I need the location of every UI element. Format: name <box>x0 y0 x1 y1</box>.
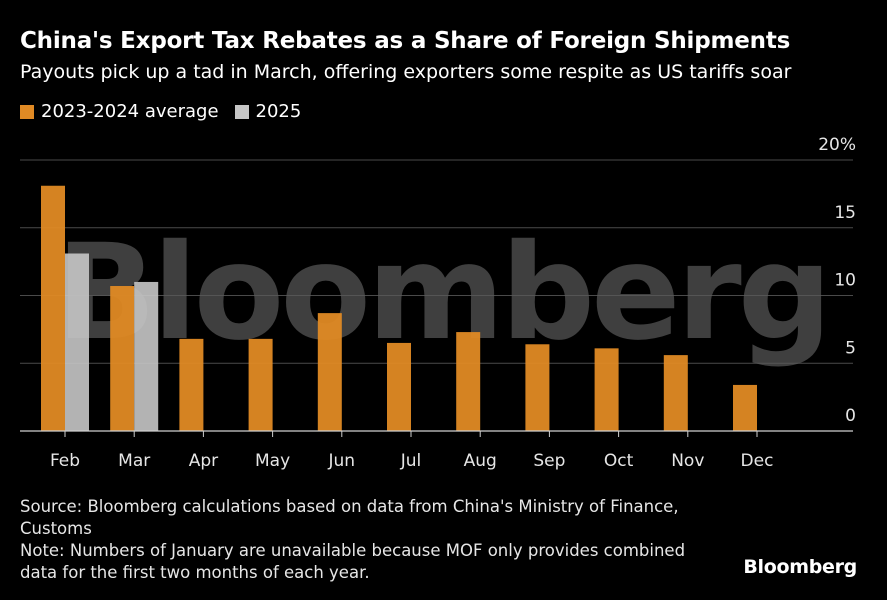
chart-legend: 2023-2024 average 2025 <box>20 101 317 122</box>
legend-label-average: 2023-2024 average <box>41 101 219 122</box>
bar-average-apr <box>179 338 204 431</box>
bar-average-oct <box>594 348 619 431</box>
x-tick-label: Nov <box>671 451 704 471</box>
y-tick-label: 15 <box>834 203 856 223</box>
x-tick-label: Aug <box>464 451 497 471</box>
bar-chart: Bloomberg 0 5 10 15 20% Feb Mar Apr May Jun Jul Aug… <box>20 135 856 471</box>
x-tick-label: Apr <box>189 451 218 471</box>
bar-average-mar <box>110 286 135 431</box>
source-note: Source: Bloomberg calculations based on … <box>20 497 679 538</box>
watermark-logo: Bloomberg <box>56 216 828 370</box>
y-tick-label: 20% <box>818 135 856 155</box>
bar-average-nov <box>663 355 688 431</box>
x-tick-label: May <box>255 451 290 471</box>
methodology-note: Note: Numbers of January are unavailable… <box>20 541 686 582</box>
bar-average-aug <box>456 332 481 431</box>
legend-swatch-average <box>20 104 34 119</box>
bar-2025-mar <box>134 281 159 431</box>
legend-item-2025: 2025 <box>234 101 302 122</box>
x-tick-label: Sep <box>533 451 565 471</box>
y-tick-label: 5 <box>845 338 856 358</box>
legend-swatch-2025 <box>234 104 249 119</box>
x-tick-label: Jul <box>400 451 422 471</box>
bar-average-may <box>248 338 273 431</box>
bar-average-feb <box>41 185 65 431</box>
y-tick-label: 0 <box>845 406 856 426</box>
x-tick-label: Dec <box>741 451 774 471</box>
bar-average-sep <box>525 344 550 431</box>
bar-average-jun <box>317 313 342 431</box>
bar-2025-feb <box>65 253 89 431</box>
bar-average-dec <box>733 384 757 431</box>
legend-label-2025: 2025 <box>255 101 302 122</box>
chart-title: China's Export Tax Rebates as a Share of… <box>20 28 791 54</box>
x-tick-label: Oct <box>604 451 634 471</box>
bloomberg-logo: Bloomberg <box>743 556 857 578</box>
legend-item-average: 2023-2024 average <box>20 101 219 122</box>
x-tick-label: Jun <box>328 451 356 471</box>
chart-footer: Source: Bloomberg calculations based on … <box>20 496 710 584</box>
chart-subtitle: Payouts pick up a tad in March, offering… <box>20 61 792 83</box>
x-tick-label: Feb <box>50 451 80 471</box>
y-tick-label: 10 <box>834 271 856 291</box>
x-tick-label: Mar <box>118 451 150 471</box>
bar-average-jul <box>387 342 411 431</box>
